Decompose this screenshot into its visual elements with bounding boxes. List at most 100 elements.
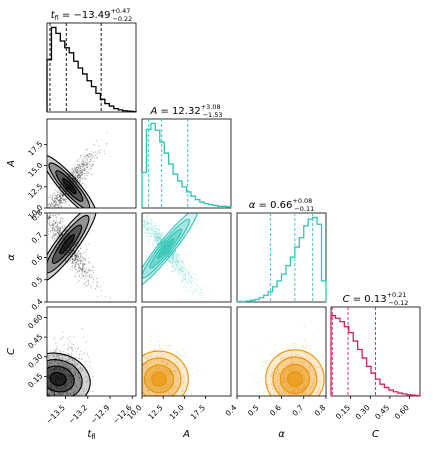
sample-point (85, 381, 87, 383)
sample-point (60, 203, 62, 205)
sample-point (169, 344, 172, 346)
sample-point (43, 211, 44, 212)
sample-point (56, 223, 58, 225)
sample-point (69, 246, 71, 248)
sample-point (77, 254, 79, 256)
sample-point (45, 217, 46, 218)
sample-point (75, 357, 77, 359)
sample-point (171, 255, 173, 257)
sample-point (156, 237, 158, 240)
sample-point (59, 351, 61, 353)
sample-point (168, 391, 171, 393)
sample-point (305, 382, 307, 384)
sample-point (78, 280, 81, 282)
sample-point (142, 384, 144, 386)
sample-point (75, 371, 77, 373)
sample-point (75, 394, 77, 396)
sample-point (180, 270, 182, 272)
sample-point (193, 273, 195, 275)
sample-point (80, 268, 83, 270)
sample-point (78, 179, 80, 182)
sample-point (145, 233, 147, 235)
sample-point (47, 381, 50, 383)
sample-point (74, 176, 76, 178)
sample-point (306, 391, 308, 393)
sample-point (276, 369, 278, 371)
sample-point (151, 386, 153, 388)
sample-point (56, 195, 58, 197)
sample-point (53, 394, 55, 396)
sample-point (62, 195, 65, 197)
sample-point (134, 219, 135, 220)
sample-point (304, 392, 306, 394)
sample-point (59, 228, 62, 230)
sample-point (137, 206, 138, 207)
sample-point (43, 211, 44, 212)
sample-point (54, 350, 56, 352)
sample-point (54, 238, 56, 240)
sample-point (86, 163, 88, 165)
sample-point (147, 227, 149, 230)
sample-point (292, 390, 294, 392)
sample-point (176, 387, 178, 389)
sample-point (146, 235, 148, 237)
sample-point (131, 394, 132, 395)
sample-point (151, 219, 153, 222)
sample-point (51, 238, 54, 240)
sample-point (262, 385, 264, 387)
sample-point (91, 151, 93, 153)
sample-point (297, 353, 299, 355)
sample-point (140, 388, 141, 389)
sample-point (60, 192, 62, 194)
sample-point (60, 388, 63, 390)
sample-point (62, 228, 64, 230)
sample-point (82, 177, 84, 179)
sample-point (27, 206, 28, 207)
sample-point (61, 220, 63, 222)
sample-point (61, 361, 63, 364)
sample-point (60, 217, 62, 219)
sample-point (147, 394, 149, 396)
sample-point (304, 387, 306, 389)
sample-point (75, 262, 77, 264)
sample-point (87, 155, 89, 157)
sample-point (174, 371, 176, 373)
sample-point (148, 231, 150, 234)
sample-point (165, 369, 167, 371)
sample-point (310, 386, 312, 388)
sample-point (283, 378, 285, 380)
sample-point (67, 353, 70, 355)
sample-point (147, 363, 149, 365)
sample-point (52, 210, 53, 211)
sample-point (254, 389, 257, 392)
sample-point (287, 384, 289, 387)
sample-point (290, 355, 292, 358)
sample-point (44, 394, 45, 395)
sample-point (48, 234, 50, 236)
sample-point (51, 205, 53, 207)
sample-point (185, 271, 187, 273)
sample-point (22, 374, 23, 375)
sample-point (58, 204, 60, 206)
sample-point (149, 378, 151, 380)
sample-point (59, 354, 61, 356)
sample-point (69, 225, 71, 227)
sample-point (71, 168, 73, 170)
sample-point (184, 385, 186, 387)
sample-point (129, 388, 130, 389)
sample-point (72, 184, 74, 186)
sample-point (83, 275, 85, 277)
sample-point (37, 198, 38, 199)
sample-point (181, 278, 183, 280)
sample-point (59, 199, 61, 201)
sample-point (173, 265, 175, 267)
sample-point (40, 383, 41, 384)
sample-point (89, 262, 91, 265)
sample-point (46, 209, 47, 210)
sample-point (79, 181, 81, 183)
sample-point (296, 391, 299, 393)
sample-point (289, 365, 291, 368)
sample-point (48, 219, 51, 221)
sample-point (75, 275, 77, 277)
sample-point (285, 391, 287, 393)
